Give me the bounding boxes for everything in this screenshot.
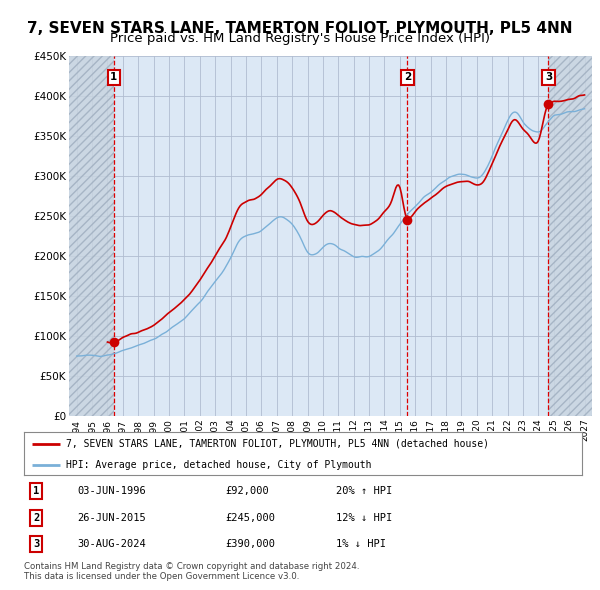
Text: 26-JUN-2015: 26-JUN-2015 xyxy=(77,513,146,523)
Text: 1: 1 xyxy=(33,486,40,496)
Text: 2: 2 xyxy=(404,72,411,82)
Bar xyxy=(69,56,114,416)
Text: 7, SEVEN STARS LANE, TAMERTON FOLIOT, PLYMOUTH, PL5 4NN (detached house): 7, SEVEN STARS LANE, TAMERTON FOLIOT, PL… xyxy=(66,438,489,448)
Text: £245,000: £245,000 xyxy=(225,513,275,523)
Bar xyxy=(548,56,592,416)
Text: HPI: Average price, detached house, City of Plymouth: HPI: Average price, detached house, City… xyxy=(66,460,371,470)
Text: 3: 3 xyxy=(33,539,40,549)
Text: 3: 3 xyxy=(545,72,552,82)
Text: Contains HM Land Registry data © Crown copyright and database right 2024.
This d: Contains HM Land Registry data © Crown c… xyxy=(24,562,359,581)
Text: Price paid vs. HM Land Registry's House Price Index (HPI): Price paid vs. HM Land Registry's House … xyxy=(110,32,490,45)
Text: £92,000: £92,000 xyxy=(225,486,269,496)
Text: 12% ↓ HPI: 12% ↓ HPI xyxy=(337,513,393,523)
Text: £390,000: £390,000 xyxy=(225,539,275,549)
Text: 1: 1 xyxy=(110,72,118,82)
Text: 2: 2 xyxy=(33,513,40,523)
Text: 7, SEVEN STARS LANE, TAMERTON FOLIOT, PLYMOUTH, PL5 4NN: 7, SEVEN STARS LANE, TAMERTON FOLIOT, PL… xyxy=(27,21,573,35)
Text: 03-JUN-1996: 03-JUN-1996 xyxy=(77,486,146,496)
Text: 1% ↓ HPI: 1% ↓ HPI xyxy=(337,539,386,549)
Text: 30-AUG-2024: 30-AUG-2024 xyxy=(77,539,146,549)
Text: 20% ↑ HPI: 20% ↑ HPI xyxy=(337,486,393,496)
